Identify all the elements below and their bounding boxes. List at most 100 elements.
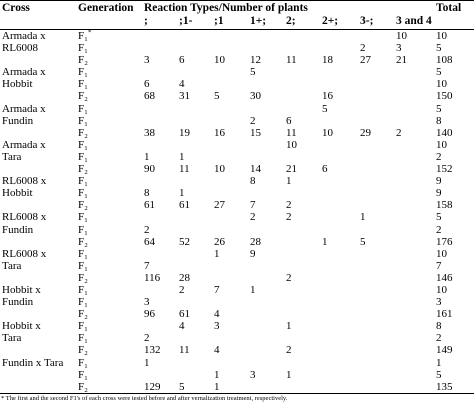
generation-cell: F₁ — [76, 369, 142, 381]
count-cell: 3 — [214, 320, 220, 333]
table-row: F₂ 129 5 1 135 — [0, 380, 474, 394]
count-cell: 5 — [177, 380, 212, 394]
count-cell: 5 — [250, 66, 256, 79]
count-cell — [212, 332, 248, 344]
count-cell: 1 — [214, 368, 220, 381]
count-cell — [177, 66, 212, 78]
count-cell — [177, 296, 212, 308]
cross-cell: RL6008 x — [2, 175, 47, 188]
count-cell: 4 — [179, 320, 185, 333]
count-cell — [394, 296, 434, 308]
count-cell: 8 — [144, 187, 150, 200]
generation: F₁ — [78, 30, 88, 42]
generation-cell: F₂ — [76, 54, 142, 66]
count-cell: 1 — [360, 211, 366, 224]
count-cell — [358, 78, 394, 90]
count-cell: 2 — [286, 271, 292, 284]
count-cell — [248, 357, 284, 369]
count-cell — [284, 78, 320, 90]
generation-cell: F₁ — [76, 260, 142, 272]
cross-cell: RL6008 x — [2, 247, 47, 260]
generation: F₁ — [78, 283, 88, 296]
cross-cell: Armada x — [2, 66, 46, 79]
count-cell: 61 — [179, 308, 190, 321]
table-row: Hobbit x F₁ 4 3 1 8 — [0, 320, 474, 332]
cross-cell: Fundin — [2, 114, 34, 127]
count-cell — [177, 248, 212, 260]
count-cell — [358, 296, 394, 308]
cross-cell — [0, 199, 76, 211]
count-cell — [320, 66, 358, 78]
count-cell — [248, 42, 284, 54]
generation-cell: F₁ — [76, 357, 142, 369]
generation: F₂ — [78, 308, 88, 321]
generation-cell: F₁ — [76, 66, 142, 78]
count-cell — [284, 296, 320, 308]
count-cell: 96 — [144, 308, 155, 321]
count-cell: 1 — [214, 247, 220, 260]
count-cell — [358, 30, 394, 43]
generation: F₁ — [78, 102, 88, 115]
count-cell — [394, 260, 434, 272]
count-cell — [394, 139, 434, 151]
count-cell — [248, 187, 284, 199]
count-cell — [248, 344, 284, 356]
count-cell — [248, 296, 284, 308]
count-cell: 10 — [286, 138, 297, 151]
count-cell — [320, 344, 358, 356]
total-cell: 5 — [436, 102, 442, 115]
count-cell: 132 — [144, 344, 161, 357]
generation: F₁ — [78, 114, 88, 127]
count-cell: 16 — [322, 90, 333, 103]
count-cell: 21 — [286, 163, 297, 176]
count-cell — [358, 115, 394, 127]
total-cell: 3 — [436, 296, 442, 309]
header-cell: 3 and 4 — [394, 15, 435, 30]
count-cell: 3 — [144, 54, 150, 67]
total-cell: 10 — [436, 30, 448, 42]
count-cell — [142, 369, 177, 381]
subheader-row: ; ;1- ;1 1+; 2; 2+; 3-; 3 and 4 — [0, 15, 474, 30]
count-cell — [142, 139, 177, 151]
count-cell — [212, 66, 248, 78]
count-cell: 1 — [179, 150, 185, 163]
count-cell: 6 — [144, 78, 150, 91]
count-cell — [212, 260, 248, 272]
count-cell — [320, 332, 358, 344]
cross-cell — [0, 272, 76, 284]
count-cell — [248, 308, 284, 320]
generation-cell: F₂ — [76, 90, 142, 102]
count-cell — [358, 272, 394, 284]
generation: F₁ — [78, 66, 88, 79]
count-cell: 1 — [144, 150, 150, 163]
count-cell — [177, 369, 212, 381]
count-cell — [394, 272, 434, 284]
total-cell: 146 — [436, 271, 453, 284]
count-cell — [394, 151, 434, 163]
cross-cell: Hobbit x — [2, 283, 41, 296]
results-table: Cross Generation Reaction Types/Number o… — [0, 0, 474, 394]
generation-cell: F₁ — [76, 78, 142, 90]
cross-cell — [0, 163, 76, 175]
count-cell: 4 — [214, 308, 220, 321]
header-cell: Reaction Types/Number of plants — [142, 0, 435, 15]
count-cell — [320, 380, 358, 394]
count-cell: 6 — [179, 54, 185, 67]
count-cell: 6 — [322, 163, 328, 176]
table-row: Hobbit F₁ 8 1 9 — [0, 187, 474, 199]
count-cell: 1 — [212, 380, 248, 394]
count-cell — [284, 332, 320, 344]
count-cell: 5 — [360, 235, 366, 248]
count-cell — [212, 211, 248, 223]
count-cell — [320, 211, 358, 223]
table-row: F₂ 132 11 4 2 149 — [0, 344, 474, 356]
table-body: Armada x F₁* 10 10 RL6008 F₁ 2 3 5 F₂ 3 6 10 12 11 18 27… — [0, 30, 474, 394]
count-cell — [358, 344, 394, 356]
count-cell — [284, 90, 320, 102]
count-cell — [394, 344, 434, 356]
count-cell — [394, 175, 434, 187]
count-cell: 2 — [250, 211, 256, 224]
total-cell: 9 — [436, 187, 442, 200]
total-cell: 10 — [436, 78, 448, 91]
count-cell: 1 — [250, 283, 256, 296]
